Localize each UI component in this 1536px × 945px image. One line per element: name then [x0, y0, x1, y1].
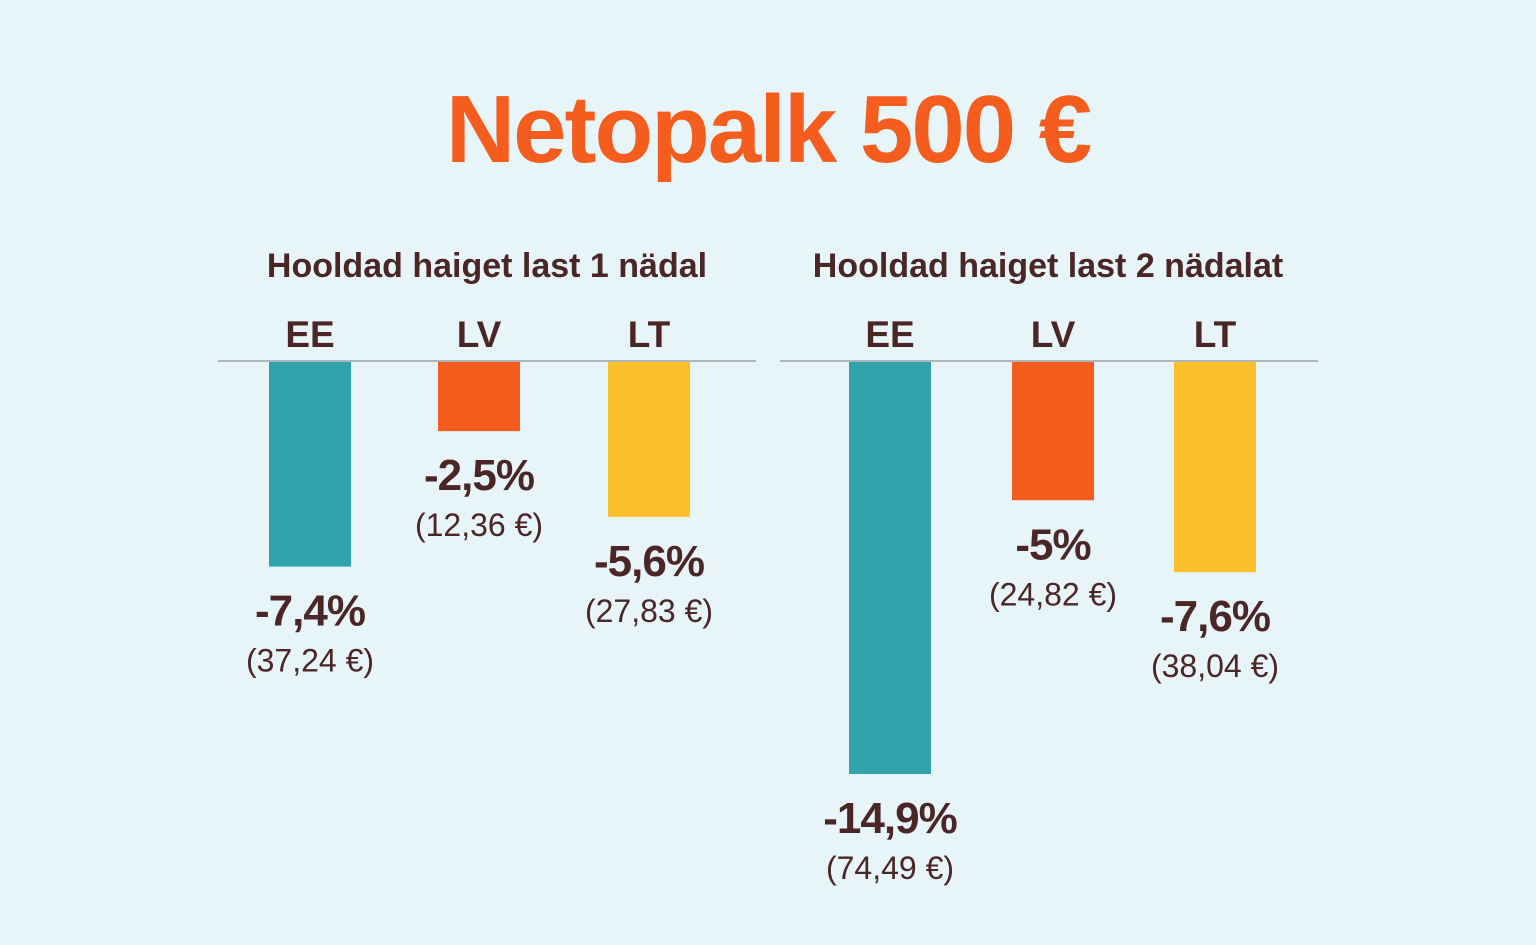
amount-label: (12,36 €)	[415, 507, 543, 543]
value-label: -2,5%	[424, 451, 534, 500]
category-label: LV	[1031, 314, 1076, 355]
amount-label: (27,83 €)	[585, 593, 713, 629]
category-label: EE	[285, 314, 334, 355]
category-label: LV	[457, 314, 502, 355]
value-label: -14,9%	[823, 794, 956, 843]
value-label: -5,6%	[594, 537, 704, 586]
bar-lt	[608, 362, 690, 517]
bar-lv	[438, 362, 520, 432]
chart-title: Netopalk 500 €	[445, 76, 1092, 183]
panel-title: Hooldad haiget last 2 nädalat	[813, 247, 1283, 285]
value-label: -7,6%	[1160, 592, 1270, 641]
amount-label: (24,82 €)	[989, 576, 1117, 612]
value-label: -7,4%	[255, 587, 365, 636]
category-label: EE	[865, 314, 914, 355]
bar-lv	[1012, 362, 1094, 501]
panel-title: Hooldad haiget last 1 nädal	[267, 247, 707, 285]
bar-lt	[1174, 362, 1256, 573]
amount-label: (74,49 €)	[826, 850, 954, 886]
bar-ee	[269, 362, 351, 567]
amount-label: (37,24 €)	[246, 643, 374, 679]
category-label: LT	[1194, 314, 1237, 355]
category-label: LT	[628, 314, 671, 355]
amount-label: (38,04 €)	[1151, 648, 1279, 684]
value-label: -5%	[1015, 520, 1090, 569]
bar-ee	[849, 362, 931, 774]
